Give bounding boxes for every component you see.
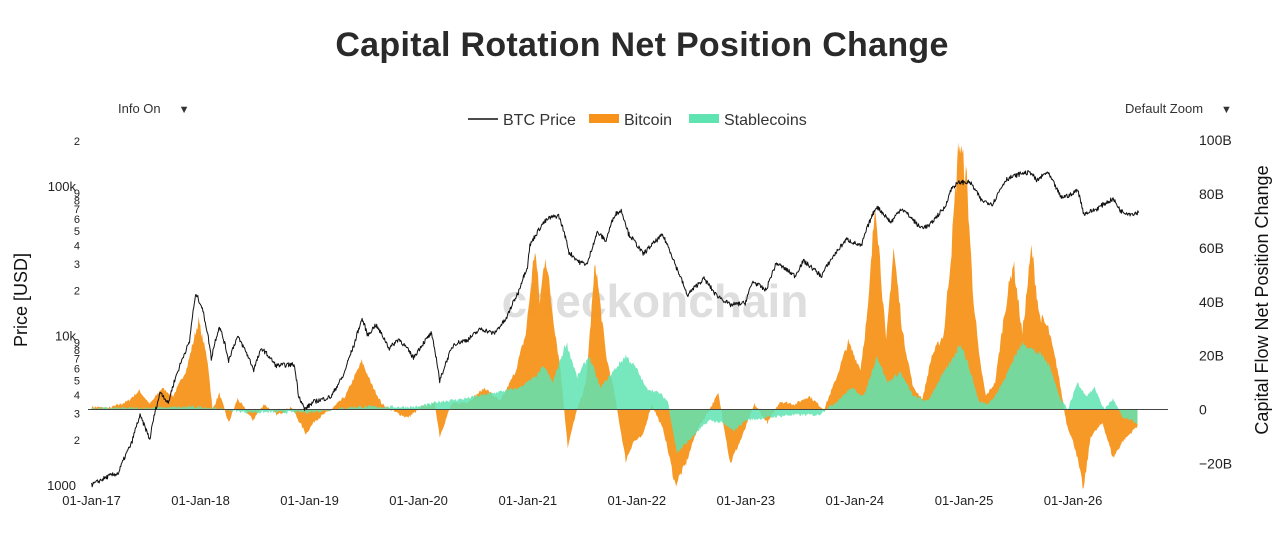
y-right-tick-label: 100B [1199,132,1232,148]
y-left-minor-tick-label: 4 [74,241,80,253]
info-dropdown[interactable]: Info On ▼ [118,101,190,116]
y-left-minor-tick-label: 3 [74,259,80,271]
y-right-tick-label: 40B [1199,294,1224,310]
y-left-minor-tick-label: 2 [74,286,80,298]
x-tick-label: 01-Jan-18 [171,493,230,508]
y-left-tick-label: 10k [55,329,76,344]
series-line-btc-price [91,170,1140,488]
y-left-tick-label: 100k [48,179,77,194]
y-left-minor-tick-label: 4 [74,390,80,402]
x-tick-label: 01-Jan-24 [826,493,885,508]
legend-label-stablecoins: Stablecoins [724,112,807,129]
x-tick-label: 01-Jan-17 [62,493,121,508]
y-left-minor-tick-label: 7 [74,354,80,366]
y-right-tick-label: 60B [1199,240,1224,256]
legend-item-stablecoins[interactable]: Stablecoins [689,112,807,129]
chevron-down-icon: ▼ [178,104,190,116]
y-left-minor-tick-label: 5 [74,226,80,238]
chart-title: Capital Rotation Net Position Change [335,26,949,64]
chevron-down-icon: ▼ [1221,104,1232,116]
zoom-dropdown[interactable]: Default Zoom ▼ [1125,101,1232,116]
price-layer [91,170,1140,488]
y-left-minor-tick-label: 7 [74,204,80,216]
x-axis: 01-Jan-17 01-Jan-18 01-Jan-19 01-Jan-20 01-J… [62,493,1102,508]
y-left-minor-tick-label: 9 [74,188,80,200]
y-right-tick-label: 80B [1199,186,1224,202]
legend-label-btc-price: BTC Price [503,112,576,129]
legend-item-bitcoin[interactable]: Bitcoin [589,112,672,129]
legend: BTC Price Bitcoin Stablecoins [468,112,807,129]
x-tick-label: 01-Jan-22 [608,493,667,508]
y-left-minor-tick-label: 3 [74,409,80,421]
y-right-tick-label: 0 [1199,402,1207,418]
y-right-axis: −20B 0 20B 40B 60B 80B 100B [1199,132,1232,471]
y-left-minor-tick-label: 6 [74,214,80,226]
x-tick-label: 01-Jan-20 [389,493,448,508]
y-left-axis-title: Price [USD] [11,253,31,347]
legend-label-bitcoin: Bitcoin [624,112,672,129]
y-left-minor-tick-label: 8 [74,196,80,208]
x-tick-label: 01-Jan-23 [717,493,776,508]
series-area-stablecoins [91,341,1138,454]
x-tick-label: 01-Jan-25 [935,493,994,508]
x-tick-label: 01-Jan-21 [499,493,558,508]
y-right-tick-label: 20B [1199,348,1224,364]
y-right-tick-label: −20B [1199,455,1232,471]
legend-item-btc-price[interactable]: BTC Price [468,112,576,129]
x-tick-label: 01-Jan-26 [1044,493,1103,508]
x-tick-label: 01-Jan-19 [280,493,339,508]
y-left-minor-tick-label: 8 [74,345,80,357]
y-left-minor-tick-label: 6 [74,364,80,376]
y-left-minor-tick-label: 2 [74,435,80,447]
area-layer [91,142,1138,489]
y-left-minor-tick-label: 9 [74,337,80,349]
y-left-minor-tick-label: 2 [74,136,80,148]
y-left-minor-tick-label: 5 [74,376,80,388]
zoom-dropdown-label: Default Zoom [1125,101,1204,116]
y-right-axis-title: Capital Flow Net Position Change [1252,165,1272,434]
info-dropdown-label: Info On [118,101,161,116]
y-left-tick-label: 1000 [47,478,76,493]
